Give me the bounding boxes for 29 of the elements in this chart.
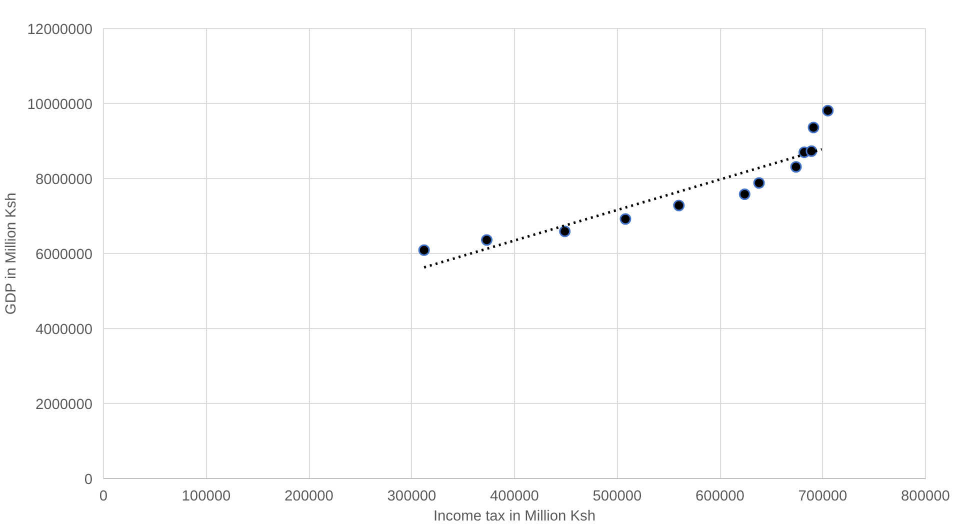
x-tick-label: 200000 [284,488,334,504]
x-tick-label: 700000 [798,488,848,504]
y-tick-label: 10000000 [27,97,93,113]
x-tick-label: 0 [99,488,108,504]
y-tick-label: 4000000 [35,322,93,338]
y-tick-label: 0 [84,472,93,488]
point [418,244,430,256]
point [481,234,493,246]
point [808,122,820,134]
x-tick-label: 500000 [592,488,642,504]
point [806,145,818,157]
point [822,104,834,116]
point [790,161,802,173]
point [738,188,750,200]
x-tick-label: 400000 [490,488,539,504]
y-axis-title: GDP in Million Ksh [3,192,20,315]
x-tick-label: 100000 [182,488,231,504]
x-axis-title: Income tax in Million Ksh [433,508,596,524]
point [673,200,685,212]
y-tick-label: 8000000 [35,172,93,188]
point [753,177,765,189]
y-tick-label: 2000000 [35,397,93,413]
y-tick-label: 12000000 [27,22,93,38]
point [620,213,632,225]
point [559,226,571,238]
x-tick-label: 300000 [387,488,436,504]
x-tick-label: 600000 [696,488,744,504]
x-tick-label: 800000 [901,488,950,504]
y-tick-label: 6000000 [35,247,93,263]
